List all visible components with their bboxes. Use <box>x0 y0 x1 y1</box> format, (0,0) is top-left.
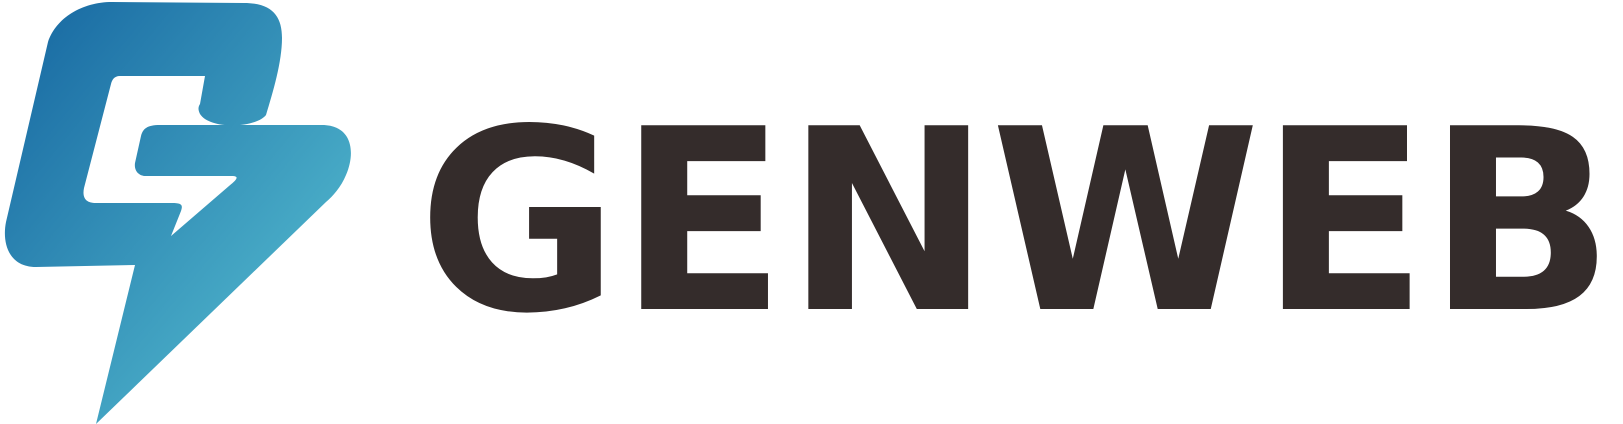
svg-text:GENWEB: GENWEB <box>418 78 1614 340</box>
lightning-g-logo-icon <box>4 2 351 424</box>
brand-name: GENWEB <box>418 78 1614 340</box>
